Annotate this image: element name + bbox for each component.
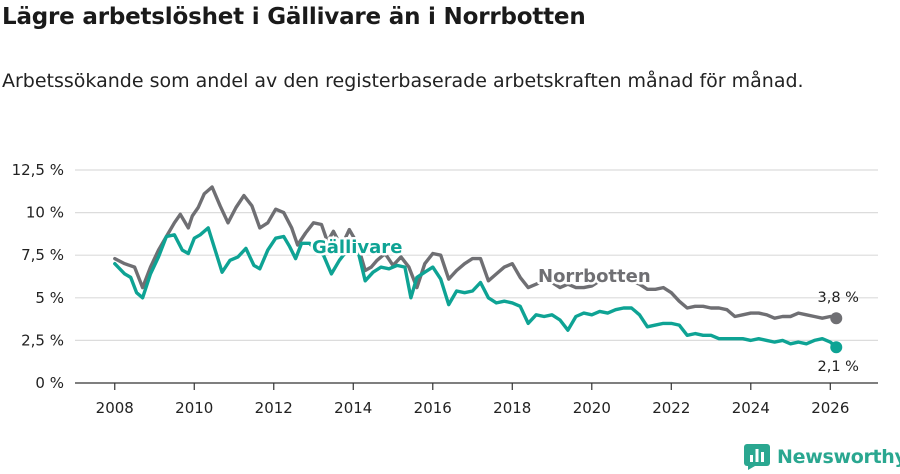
x-axis: 2008 2010 2012 2014 2016 2018 2020 2022 2024 2026 [75, 382, 878, 417]
x-tick-label: 2014 [334, 399, 372, 417]
y-tick-label: 10 % [26, 204, 64, 222]
y-tick-label: 5 % [35, 289, 64, 307]
series-gallivare [113, 226, 843, 354]
bar-chart-logo-icon [744, 444, 770, 470]
x-tick-label: 2012 [255, 399, 293, 417]
x-tick-label: 2022 [652, 399, 690, 417]
x-tick-label: 2024 [732, 399, 770, 417]
series-lines [113, 185, 843, 354]
series-labels: Gällivare Norrbotten 3,8 % 2,1 % [310, 235, 859, 376]
chart-title: Lägre arbetslöshet i Gällivare än i Norr… [2, 4, 586, 30]
series-line [113, 226, 838, 349]
x-tick-label: 2018 [493, 399, 531, 417]
y-tick-label: 7,5 % [21, 246, 64, 264]
end-point-marker [830, 312, 843, 325]
norrbotten-label: Norrbotten [538, 266, 651, 287]
y-tick-label: 0 % [35, 374, 64, 392]
x-tick-label: 2016 [414, 399, 452, 417]
brand-name: Newsworthy [777, 446, 900, 468]
newsworthy-logo[interactable]: Newsworthy [744, 443, 900, 471]
series-norrbotten [113, 185, 843, 325]
gallivare-label: Gällivare [312, 237, 402, 258]
chart-subtitle: Arbetssökande som andel av den registerb… [2, 70, 804, 92]
end-point-marker [830, 341, 843, 354]
grid-lines [75, 169, 878, 341]
x-tick-label: 2020 [573, 399, 611, 417]
x-tick-label: 2010 [175, 399, 213, 417]
y-tick-label: 2,5 % [21, 331, 64, 349]
y-axis-ticks: 0 % 2,5 % 5 % 7,5 % 10 % 12,5 % [12, 161, 64, 392]
series-line [113, 185, 838, 320]
gallivare-end-value: 2,1 % [818, 359, 859, 375]
x-tick-label: 2008 [96, 399, 134, 417]
norrbotten-end-value: 3,8 % [818, 290, 859, 306]
y-tick-label: 12,5 % [12, 161, 64, 179]
x-tick-label: 2026 [811, 399, 849, 417]
